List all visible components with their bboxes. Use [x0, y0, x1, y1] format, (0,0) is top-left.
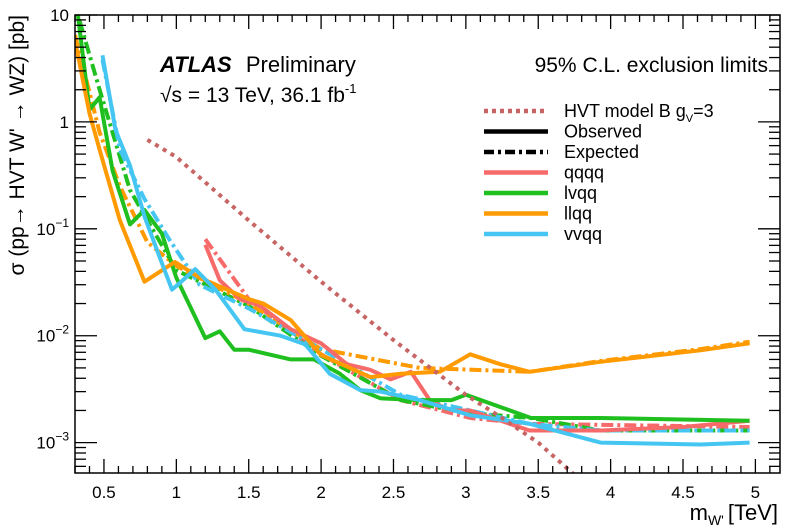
x-tick-label: 3.5: [526, 483, 550, 502]
y-axis-label: σ (pp→ HVT W' → WZ) [pb]: [6, 15, 29, 275]
legend-item-observed: Observed: [484, 122, 642, 142]
legend-label: HVT model B gV=3: [564, 101, 714, 125]
x-tick-label: 4.5: [671, 483, 695, 502]
chart-title: 95% C.L. exclusion limits: [535, 54, 768, 77]
legend-item-llqq: llqq: [484, 204, 592, 224]
plot-frame: [74, 14, 781, 474]
legend-item-qqqq: qqqq: [484, 163, 604, 183]
legend-label: qqqq: [564, 163, 604, 183]
x-tick-label: 1: [172, 483, 181, 502]
legend-label: vvqq: [564, 224, 602, 244]
axes: 0.5 1 1.5 2 2.5 3 3.5 4 4.5 5 10 1 10−1 10−2 10−3: [36, 6, 781, 502]
x-tick-label: 3: [461, 483, 470, 502]
x-tick-label: 1.5: [237, 483, 261, 502]
y-tick-label: 10: [50, 6, 69, 25]
legend-label: Observed: [564, 122, 642, 142]
plot-curves: [75, 15, 750, 473]
y-tick-label: 1: [60, 113, 69, 132]
y-tick-label: 10−3: [36, 430, 69, 453]
x-tick-label: 0.5: [92, 483, 116, 502]
legend-label: Expected: [564, 142, 639, 162]
hvt-theory-line: [146, 138, 576, 473]
x-tick-label: 5: [751, 483, 760, 502]
legend: HVT model B gV=3ObservedExpectedqqqqlvqq…: [484, 101, 714, 244]
experiment-label: ATLAS Preliminary: [159, 52, 356, 77]
llqq-observed-line: [75, 39, 750, 380]
y-tick-label: 10−1: [36, 216, 69, 239]
legend-label: lvqq: [564, 183, 597, 203]
energy-label: √s = 13 TeV, 36.1 fb-1: [160, 81, 356, 107]
legend-item-expected: Expected: [484, 142, 639, 162]
x-tick-label: 2.5: [382, 483, 406, 502]
legend-item-lvqq: lvqq: [484, 183, 597, 203]
legend-item-hvt: HVT model B gV=3: [484, 101, 714, 125]
legend-label: llqq: [564, 204, 592, 224]
lvqq-expected-line: [77, 19, 750, 433]
y-tick-label: 10−2: [36, 323, 69, 346]
lvqq-observed-line: [75, 15, 750, 423]
x-tick-label: 4: [606, 483, 615, 502]
x-axis-label: mW' [TeV]: [690, 500, 778, 528]
legend-item-vvqq: vvqq: [484, 224, 602, 244]
x-tick-label: 2: [316, 483, 325, 502]
